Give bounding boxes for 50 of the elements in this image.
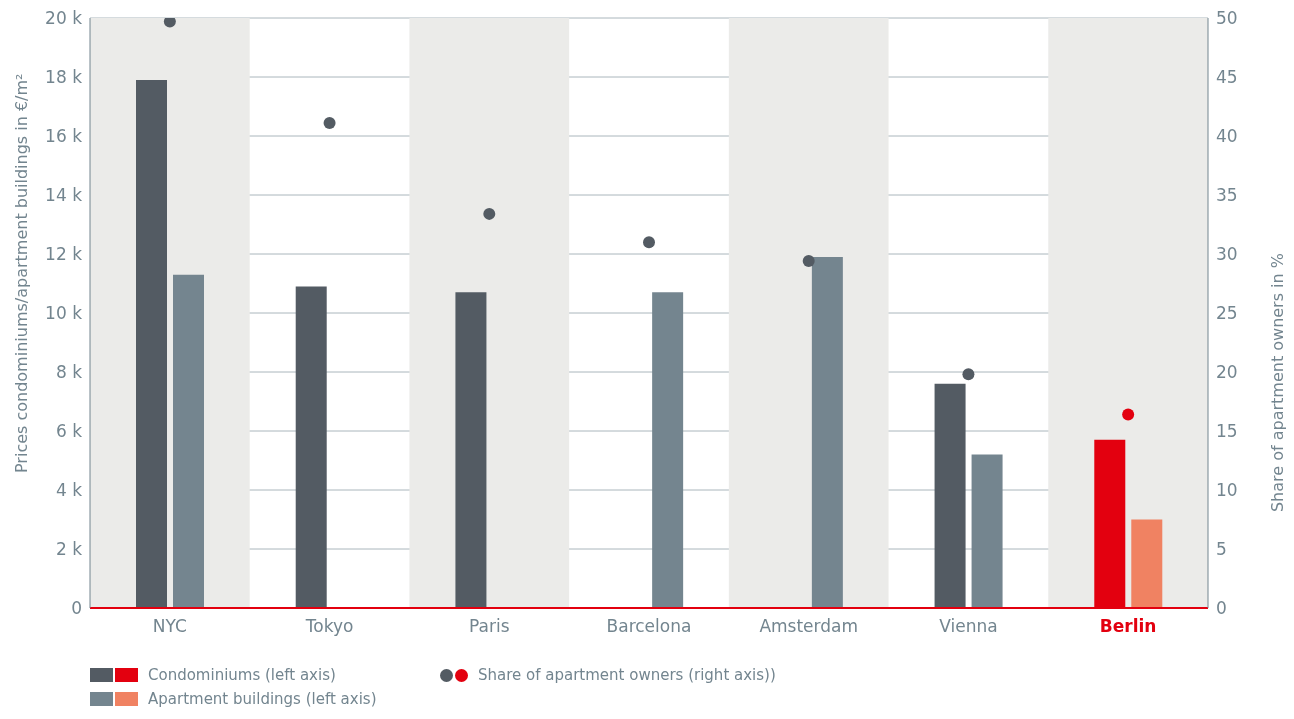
x-tick-label: Barcelona — [606, 616, 692, 636]
y2-tick-label: 35 — [1216, 185, 1238, 206]
y-tick-label: 8 k — [55, 362, 83, 383]
bar — [934, 383, 966, 608]
bar — [295, 286, 327, 608]
x-tick-label: NYC — [152, 616, 187, 636]
bar — [652, 292, 684, 608]
legend-label: Condominiums (left axis) — [148, 666, 336, 684]
y-tick-label: 16 k — [45, 126, 83, 147]
y2-tick-label: 25 — [1216, 303, 1238, 324]
y-tick-label: 10 k — [45, 303, 83, 324]
y2-tick-label: 20 — [1216, 362, 1238, 383]
bar — [455, 292, 487, 608]
point — [802, 255, 815, 268]
point — [483, 207, 496, 220]
y-tick-label: 18 k — [45, 67, 83, 88]
y-axis-title: Prices condominiums/apartment buildings in €/m² — [11, 73, 31, 473]
legend-label: Share of apartment owners (right axis)) — [478, 666, 776, 684]
x-tick-label: Tokyo — [304, 616, 354, 636]
y2-tick-label: 45 — [1216, 67, 1238, 88]
x-tick-label: Vienna — [939, 616, 998, 636]
y2-tick-label: 40 — [1216, 126, 1238, 147]
y2-tick-label: 0 — [1216, 598, 1227, 619]
bar — [136, 79, 167, 608]
y2-tick-label: 5 — [1216, 539, 1227, 560]
bar — [811, 256, 843, 608]
point — [163, 18, 176, 28]
point — [962, 368, 975, 381]
y-tick-label: 6 k — [55, 421, 83, 442]
point — [643, 236, 655, 249]
point — [323, 117, 336, 130]
y-tick-label: 12 k — [45, 244, 83, 265]
y2-tick-label: 10 — [1216, 480, 1238, 501]
y-tick-label: 14 k — [45, 185, 83, 206]
bar — [173, 274, 204, 608]
y-tick-label: 2 k — [55, 539, 83, 560]
x-tick-label: Amsterdam — [759, 616, 859, 636]
x-tick-label: Berlin — [1099, 616, 1157, 636]
y-tick-label: 20 k — [45, 8, 83, 29]
x-tick-label: Paris — [469, 616, 510, 636]
y2-tick-label: 50 — [1216, 8, 1238, 29]
y2-tick-label: 30 — [1216, 244, 1238, 265]
bar — [971, 454, 1003, 608]
bar — [1131, 519, 1163, 608]
y2-tick-label: 15 — [1216, 421, 1238, 442]
y-tick-label: 0 — [71, 598, 82, 619]
y-tick-label: 4 k — [55, 480, 83, 501]
y2-axis-title: Share of apartment owners in % — [1267, 253, 1287, 513]
legend-label: Apartment buildings (left axis) — [148, 690, 377, 708]
point — [1122, 408, 1135, 421]
